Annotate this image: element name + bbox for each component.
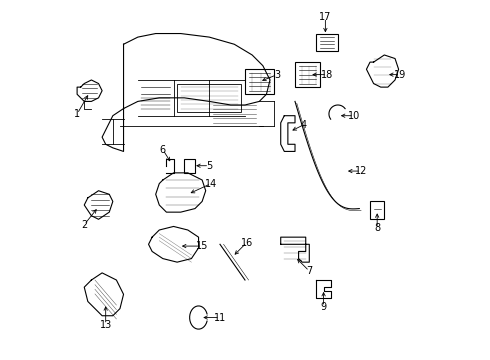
- Text: 13: 13: [99, 320, 112, 330]
- Text: 15: 15: [196, 241, 208, 251]
- Text: 18: 18: [321, 69, 333, 80]
- Bar: [177, 84, 242, 112]
- Bar: [317, 33, 338, 51]
- Text: 14: 14: [205, 179, 217, 189]
- Text: 5: 5: [206, 161, 212, 171]
- Bar: [245, 69, 273, 94]
- Text: 4: 4: [301, 120, 307, 130]
- Text: 2: 2: [81, 220, 87, 230]
- Text: 10: 10: [348, 111, 360, 121]
- Bar: [184, 158, 195, 173]
- Text: 17: 17: [319, 13, 332, 22]
- Text: 16: 16: [241, 238, 253, 248]
- Text: 9: 9: [320, 302, 327, 312]
- Text: 1: 1: [74, 109, 80, 119]
- Text: 6: 6: [160, 145, 166, 155]
- Text: 7: 7: [306, 266, 313, 276]
- Text: 11: 11: [214, 312, 226, 323]
- Text: 12: 12: [355, 166, 368, 176]
- Text: 3: 3: [274, 69, 280, 80]
- Bar: [295, 62, 320, 87]
- Text: 19: 19: [394, 69, 407, 80]
- Text: 8: 8: [374, 223, 380, 233]
- Bar: [370, 202, 384, 219]
